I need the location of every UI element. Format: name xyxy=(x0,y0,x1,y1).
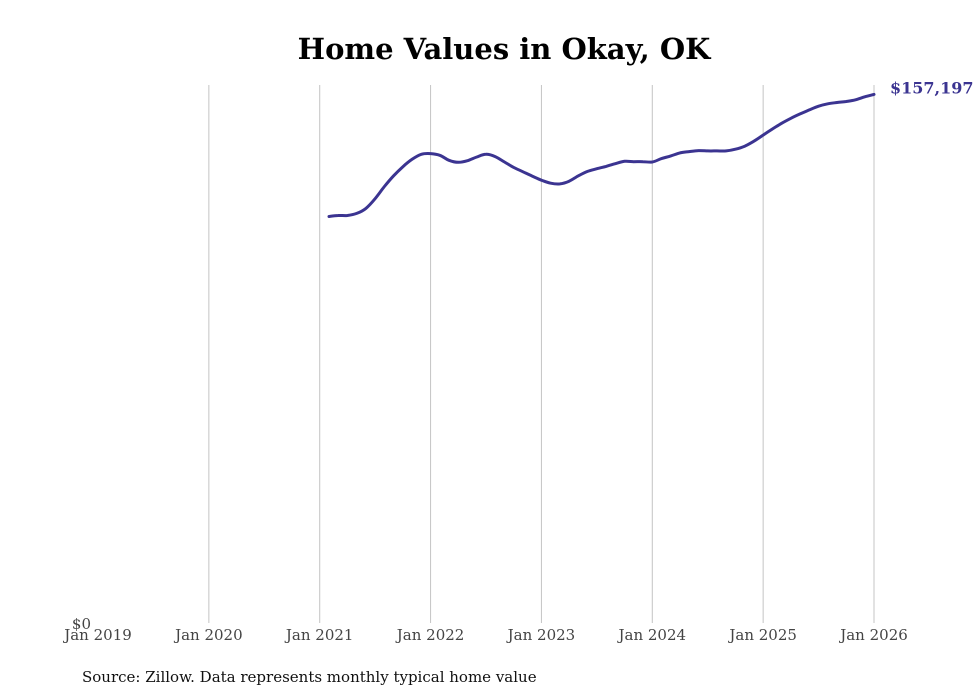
x-tick-label: Jan 2023 xyxy=(506,626,576,644)
x-tick-label: Jan 2024 xyxy=(617,626,687,644)
x-tick-label: Jan 2020 xyxy=(173,626,243,644)
x-tick-label: Jan 2021 xyxy=(284,626,354,644)
x-tick-label: Jan 2019 xyxy=(62,626,132,644)
end-value-label: $157,197 xyxy=(890,78,974,97)
end-labels: $157,197 xyxy=(890,78,974,97)
series-group xyxy=(327,92,876,218)
x-tick-label: Jan 2025 xyxy=(727,626,797,644)
y-axis-ticks: $0 xyxy=(72,615,91,633)
y-tick-label: $0 xyxy=(72,615,91,633)
gridlines xyxy=(208,85,875,623)
source-note: Source: Zillow. Data represents monthly … xyxy=(82,668,537,686)
x-tick-label: Jan 2026 xyxy=(838,626,908,644)
chart-title: Home Values in Okay, OK xyxy=(298,32,712,66)
series-line-0 xyxy=(327,92,876,218)
x-tick-label: Jan 2022 xyxy=(395,626,465,644)
x-axis-ticks: Jan 2019 Jan 2020 Jan 2021 Jan 2022 Jan 2023… xyxy=(62,626,908,644)
